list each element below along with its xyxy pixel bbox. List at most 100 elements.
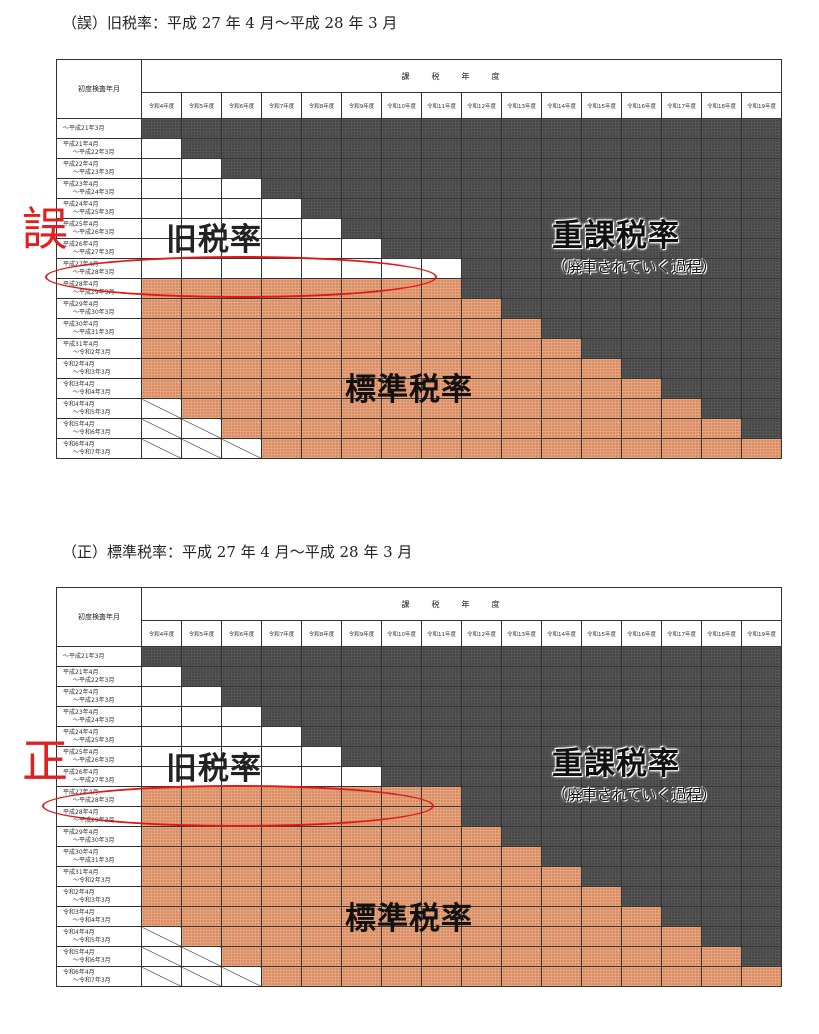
tax-cell: [581, 378, 622, 399]
tax-cell: [461, 178, 502, 199]
tax-cell: [421, 906, 462, 927]
tax-cell: [181, 726, 222, 747]
tax-cell: [301, 238, 342, 259]
tax-cell: [221, 138, 262, 159]
tax-cell: [141, 138, 182, 159]
tax-cell: [501, 238, 542, 259]
tax-cell: [461, 318, 502, 339]
year-header: 令和6年度: [221, 92, 262, 119]
tax-cell: [381, 906, 422, 927]
tax-cell: [221, 946, 262, 967]
tax-cell: [581, 198, 622, 219]
tax-cell: [261, 298, 302, 319]
tax-cell: [581, 178, 622, 199]
tax-cell: [261, 726, 302, 747]
registration-period-label: 平成24年4月 ～平成25年3月: [56, 726, 142, 747]
tax-cell: [661, 198, 702, 219]
tax-cell: [221, 318, 262, 339]
year-header: 令和4年度: [141, 620, 182, 647]
tax-cell: [181, 666, 222, 687]
tax-cell: [461, 726, 502, 747]
tax-cell: [541, 726, 582, 747]
tax-cell: [501, 646, 542, 667]
tax-cell: [661, 846, 702, 867]
tax-cell: [621, 158, 662, 179]
tax-cell: [581, 766, 622, 787]
tax-cell: [141, 358, 182, 379]
tax-cell: [701, 198, 742, 219]
tax-cell: [141, 666, 182, 687]
year-header: 令和19年度: [741, 620, 782, 647]
tax-cell: [181, 378, 222, 399]
tax-cell: [421, 706, 462, 727]
tax-cell: [261, 906, 302, 927]
tax-cell: [501, 766, 542, 787]
tax-cell: [181, 298, 222, 319]
tax-cell: [141, 218, 182, 239]
tax-cell: [661, 706, 702, 727]
tax-cell: [541, 786, 582, 807]
tax-cell: [501, 158, 542, 179]
tax-cell: [461, 398, 502, 419]
tax-cell: [301, 318, 342, 339]
tax-cell: [461, 886, 502, 907]
tax-cell: [501, 338, 542, 359]
tax-cell: [621, 766, 662, 787]
tax-cell: [581, 278, 622, 299]
tax-cell: [581, 806, 622, 827]
registration-period-label: 平成25年4月 ～平成26年3月: [56, 218, 142, 239]
tax-cell: [621, 358, 662, 379]
fiscal-year-header: 課税年度: [141, 587, 782, 621]
tax-cell: [261, 118, 302, 139]
registration-period-label: 令和3年4月 ～令和4年3月: [56, 906, 142, 927]
tax-cell: [701, 378, 742, 399]
tax-cell: [741, 746, 782, 767]
tax-cell: [581, 298, 622, 319]
tax-cell: [221, 906, 262, 927]
tax-cell: [741, 438, 782, 459]
tax-cell: [221, 158, 262, 179]
year-header: 令和9年度: [341, 92, 382, 119]
tax-cell: [701, 418, 742, 439]
registration-period-label: 令和2年4月 ～令和3年3月: [56, 886, 142, 907]
tax-cell: [221, 238, 262, 259]
tax-cell: [141, 686, 182, 707]
tax-cell: [221, 438, 262, 459]
tax-cell: [541, 118, 582, 139]
tax-cell: [421, 118, 462, 139]
tax-cell: [301, 966, 342, 987]
tax-cell: [541, 258, 582, 279]
tax-cell: [341, 438, 382, 459]
tax-cell: [701, 218, 742, 239]
tax-cell: [701, 118, 742, 139]
year-header: 令和6年度: [221, 620, 262, 647]
tax-cell: [621, 946, 662, 967]
tax-cell: [221, 378, 262, 399]
registration-period-label: 平成21年4月 ～平成22年3月: [56, 138, 142, 159]
tax-cell: [141, 178, 182, 199]
tax-cell: [221, 926, 262, 947]
registration-period-label: 平成23年4月 ～平成24年3月: [56, 178, 142, 199]
tax-cell: [261, 886, 302, 907]
tax-cell: [181, 398, 222, 419]
tax-cell: [461, 646, 502, 667]
tax-cell: [301, 766, 342, 787]
tax-cell: [381, 966, 422, 987]
tax-cell: [541, 438, 582, 459]
tax-cell: [341, 338, 382, 359]
tax-cell: [141, 906, 182, 927]
tax-cell: [381, 766, 422, 787]
year-header: 令和11年度: [421, 92, 462, 119]
tax-cell: [341, 646, 382, 667]
tax-cell: [381, 178, 422, 199]
tax-cell: [421, 158, 462, 179]
tax-cell: [421, 318, 462, 339]
tax-cell: [741, 826, 782, 847]
tax-cell: [261, 766, 302, 787]
tax-cell: [461, 946, 502, 967]
tax-cell: [301, 686, 342, 707]
tax-cell: [661, 726, 702, 747]
tax-cell: [581, 646, 622, 667]
bottom-caption: （正）標準税率：平成 27 年 4 月～平成 28 年 3 月: [62, 543, 413, 561]
tax-cell: [341, 298, 382, 319]
